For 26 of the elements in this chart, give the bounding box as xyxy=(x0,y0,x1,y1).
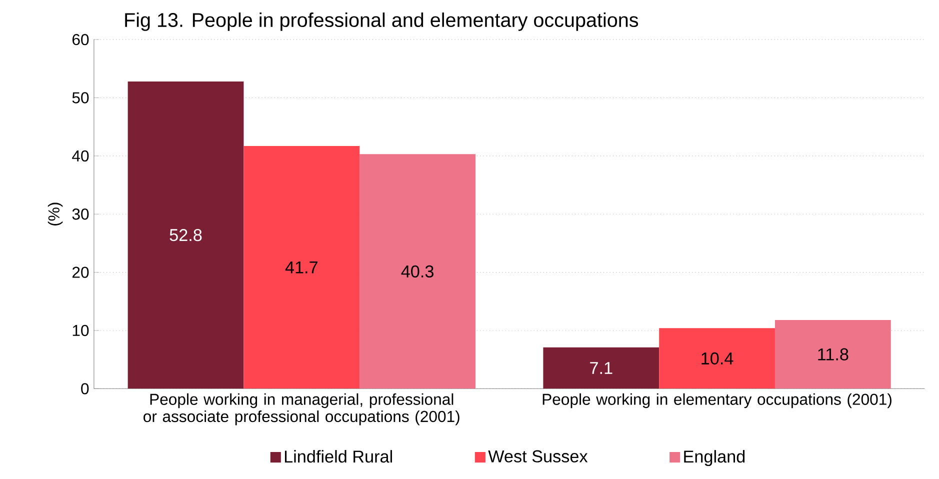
legend-label: West Sussex xyxy=(488,450,588,463)
y-axis-title: (%) xyxy=(48,202,63,226)
chart-title: Fig 13. People in professional and elementary occupations xyxy=(125,12,638,32)
y-tick-label: 30 xyxy=(72,208,89,220)
data-label: 11.8 xyxy=(818,348,848,361)
legend-label: England xyxy=(684,450,745,466)
x-tick-label: People working in elementary occupations (2001) xyxy=(542,393,892,408)
x-tick-label: People working in managerial, professional or associate professional occupations (2001) xyxy=(144,393,460,426)
y-tick-label: 0 xyxy=(81,383,89,394)
bar xyxy=(659,328,775,389)
data-label: 10.4 xyxy=(702,352,734,365)
y-tick-label: 60 xyxy=(72,34,89,46)
y-tick-label: 10 xyxy=(72,325,89,336)
y-tick-label: 20 xyxy=(72,266,89,278)
bar xyxy=(543,348,660,389)
bar xyxy=(774,320,891,389)
y-tick-label: 40 xyxy=(72,150,89,162)
legend-label: Lindfield Rural xyxy=(284,450,392,463)
bar xyxy=(360,154,476,389)
data-label: 41.7 xyxy=(285,262,318,274)
bar xyxy=(244,146,360,389)
y-tick-label: 50 xyxy=(72,92,89,104)
bar xyxy=(128,82,244,389)
data-label: 52.8 xyxy=(170,229,202,242)
data-label: 7.1 xyxy=(590,362,612,374)
data-label: 40.3 xyxy=(401,266,434,278)
